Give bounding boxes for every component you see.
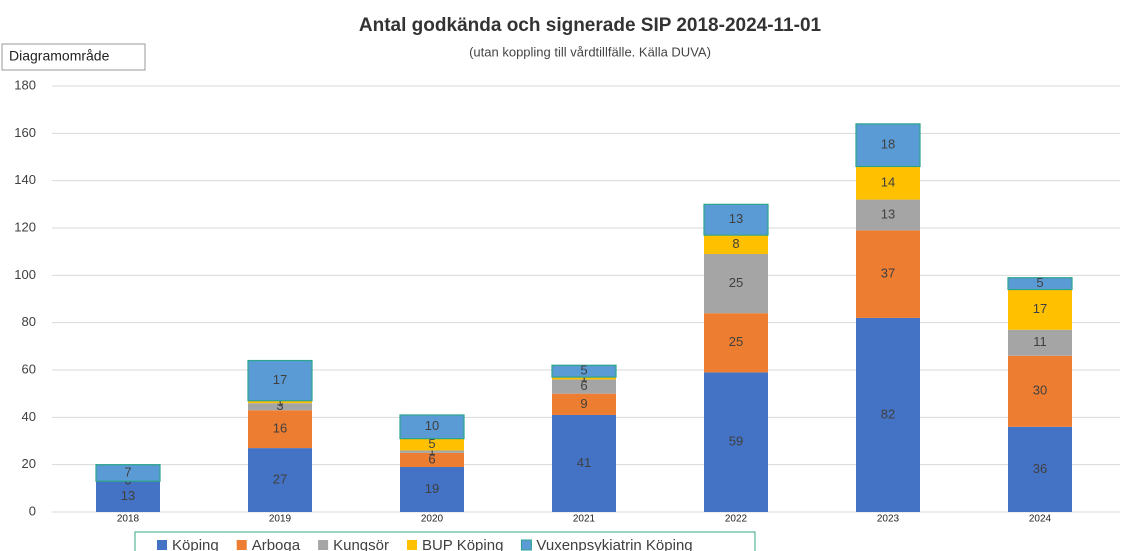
- chart-subtitle: (utan koppling till vårdtillfälle. Källa…: [469, 44, 711, 59]
- bar-segment: [400, 452, 464, 468]
- bar-segment: [856, 166, 920, 200]
- legend-swatch: [406, 540, 417, 550]
- bar-segment: [400, 450, 464, 453]
- y-tick-label: 160: [14, 125, 36, 140]
- bar-segment: [703, 203, 769, 236]
- legend-label: Vuxenpsykiatrin Köping: [536, 537, 692, 551]
- data-label: 10: [425, 418, 439, 433]
- y-tick-label: 80: [22, 314, 36, 329]
- data-label: 3: [276, 398, 283, 413]
- y-tick-label: 20: [22, 456, 36, 471]
- tooltip: Diagramområde: [9, 48, 110, 64]
- bar-segment: [247, 359, 313, 402]
- data-label: 36: [1033, 461, 1047, 476]
- y-tick-label: 100: [14, 267, 36, 282]
- x-tick-label: 2023: [877, 514, 900, 525]
- x-tick-label: 2021: [573, 514, 596, 525]
- y-tick-label: 0: [29, 503, 36, 518]
- bar-segment: [399, 414, 465, 440]
- bar-segment: [856, 230, 920, 318]
- x-tick-label: 2020: [421, 514, 444, 525]
- data-label: 82: [881, 406, 895, 421]
- legend-swatch: [318, 540, 329, 550]
- legend-swatch: [236, 540, 247, 550]
- bar-segment: [96, 481, 160, 512]
- data-label: 13: [729, 211, 743, 226]
- bar-segment: [856, 317, 920, 512]
- chart-title: Antal godkända och signerade SIP 2018-20…: [359, 15, 822, 36]
- bar-segment: [704, 254, 768, 314]
- y-tick-label: 140: [14, 172, 36, 187]
- x-tick-label: 2022: [725, 514, 748, 525]
- x-tick-label: 2018: [117, 514, 140, 525]
- x-tick-label: 2024: [1029, 514, 1052, 525]
- legend-swatch: [157, 540, 167, 550]
- y-tick-label: 120: [14, 219, 36, 234]
- data-label: 13: [881, 206, 895, 221]
- legend-label: BUP Köping: [422, 537, 503, 551]
- legend-label: Kungsör: [333, 537, 389, 551]
- bar-segment: [856, 199, 920, 231]
- data-label: 41: [577, 455, 591, 470]
- bar-segment: [248, 448, 312, 512]
- data-label: 25: [729, 275, 743, 290]
- bar-segment: [248, 400, 312, 404]
- data-label: 18: [881, 137, 895, 152]
- data-label: 30: [1033, 383, 1047, 398]
- data-label: 59: [729, 434, 743, 449]
- data-label: 1: [428, 443, 435, 458]
- bar-segment: [552, 414, 616, 512]
- data-label: 5: [1036, 275, 1043, 290]
- bar-segment: [1008, 289, 1072, 330]
- data-label: 13: [121, 488, 135, 503]
- data-label: 17: [273, 372, 287, 387]
- bar-segment: [551, 364, 617, 378]
- data-label: 5: [428, 436, 435, 451]
- tooltip-box: [1, 43, 146, 71]
- bar-segment: [248, 410, 312, 449]
- data-label: 6: [580, 378, 587, 393]
- data-label: 27: [273, 471, 287, 486]
- data-label: 5: [580, 363, 587, 378]
- y-tick-label: 40: [22, 409, 36, 424]
- data-label: 11: [1033, 334, 1047, 349]
- bar-segment: [400, 438, 464, 451]
- bar-segment: [1007, 277, 1073, 291]
- data-label: 6: [428, 451, 435, 466]
- x-tick-label: 2019: [269, 514, 292, 525]
- bar-segment: [704, 313, 768, 373]
- data-label: 9: [580, 396, 587, 411]
- data-label: 25: [729, 334, 743, 349]
- data-label: 14: [881, 174, 895, 189]
- data-label: 8: [732, 236, 739, 251]
- bar-segment: [95, 464, 161, 482]
- bar-segment: [400, 467, 464, 512]
- bar-segment: [248, 403, 312, 411]
- bar-segment: [552, 393, 616, 415]
- bar-segment: [704, 372, 768, 512]
- bar-segment: [855, 123, 921, 168]
- bar-segment: [704, 235, 768, 255]
- bar-segment: [552, 377, 616, 380]
- legend-swatch: [520, 539, 532, 551]
- bar-segment: [1008, 329, 1072, 356]
- data-label: 16: [273, 421, 287, 436]
- y-tick-label: 180: [14, 77, 36, 92]
- bar-segment: [1008, 426, 1072, 512]
- legend-label: Köping: [172, 537, 219, 551]
- data-label: 19: [425, 481, 439, 496]
- data-label: 37: [881, 266, 895, 281]
- data-label: 17: [1033, 301, 1047, 316]
- legend-box: [134, 531, 756, 551]
- legend-label: Arboga: [252, 537, 301, 551]
- bar-segment: [552, 379, 616, 394]
- data-label: 7: [124, 464, 131, 479]
- bar-segment: [1008, 355, 1072, 427]
- y-tick-label: 60: [22, 361, 36, 376]
